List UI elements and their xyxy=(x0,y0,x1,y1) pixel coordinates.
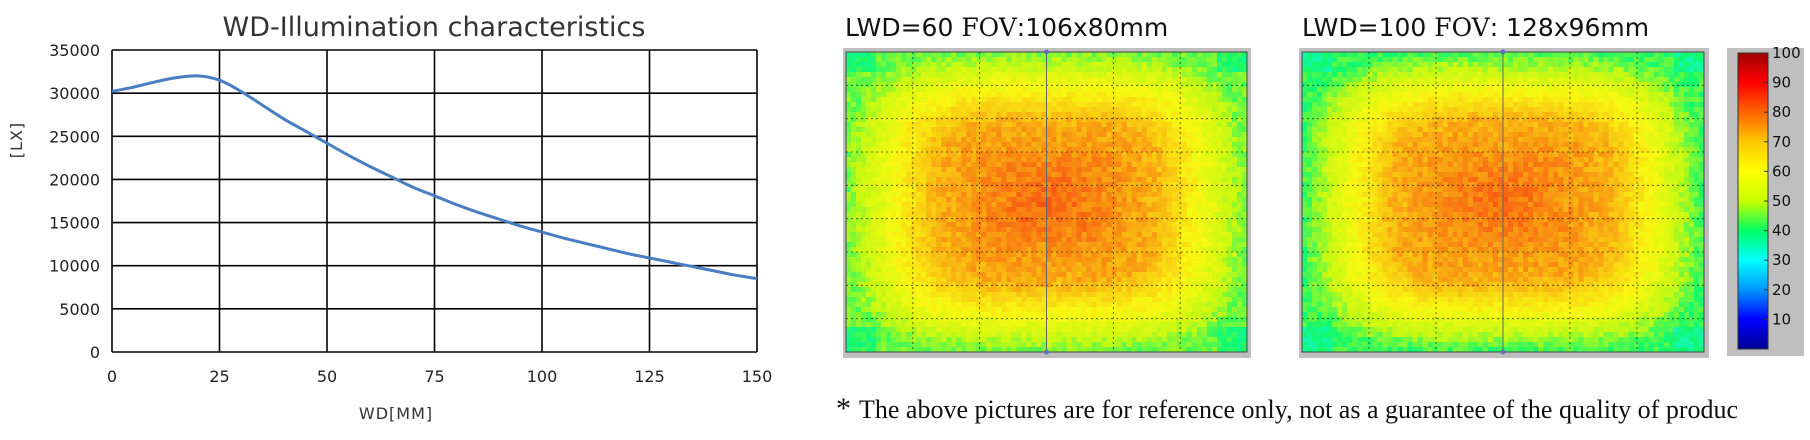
y-tick-label: 15000 xyxy=(49,214,100,233)
line-chart-y-axis-label: [LX] xyxy=(7,122,26,158)
series-line-illumination xyxy=(111,74,758,281)
y-tick-label: 10000 xyxy=(49,257,100,276)
x-tick-label: 75 xyxy=(424,367,444,386)
y-tick-label: 25000 xyxy=(49,127,100,146)
illumination-line-chart: WD-Illumination characteristics 0 5000 100… xyxy=(7,12,772,423)
line-chart-title: WD-Illumination characteristics xyxy=(223,12,646,43)
y-tick-label: 35000 xyxy=(49,41,100,60)
heatmap-lwd60-label: LWD=60 FOV:106x80mm xyxy=(845,13,1168,42)
heatmap-lwd100-label: LWD=100 FOV: 128x96mm xyxy=(1302,13,1649,42)
x-tick-label: 50 xyxy=(317,367,337,386)
x-tick-label: 125 xyxy=(634,367,665,386)
heatmap-lwd100: LWD=100 FOV: 128x96mm xyxy=(1299,13,1709,358)
heatmap-lwd60: LWD=60 FOV:106x80mm xyxy=(843,13,1251,358)
y-tick-label: 0 xyxy=(90,343,100,362)
x-tick-label: 150 xyxy=(742,367,773,386)
x-tick-label: 100 xyxy=(527,367,558,386)
line-chart-x-ticks: 0 25 50 75 100 125 150 xyxy=(107,367,772,386)
heatmap-lwd60-grid xyxy=(845,49,1248,355)
x-tick-label: 25 xyxy=(209,367,229,386)
line-chart-x-axis-label: WD[MM] xyxy=(359,404,433,423)
y-tick-label: 5000 xyxy=(59,300,100,319)
line-chart-grid xyxy=(111,49,758,353)
x-tick-label: 0 xyxy=(107,367,117,386)
heatmap-marker xyxy=(1044,49,1049,55)
heatmap-marker xyxy=(1044,349,1049,355)
line-chart-y-ticks: 0 5000 10000 15000 20000 25000 30000 35000 xyxy=(49,41,100,362)
y-tick-label: 20000 xyxy=(49,170,100,189)
y-tick-label: 30000 xyxy=(49,84,100,103)
